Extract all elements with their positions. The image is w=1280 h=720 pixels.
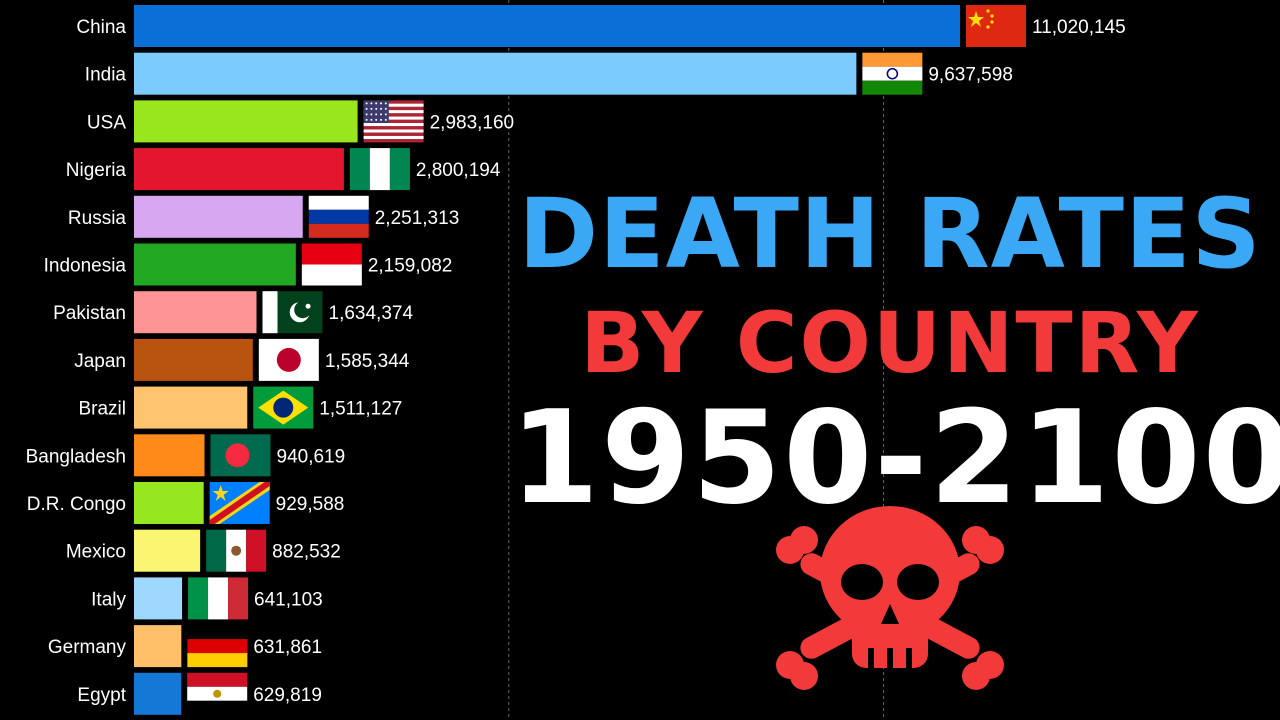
value-label: 2,800,194: [416, 160, 501, 181]
bar: [134, 52, 857, 95]
value-label: 2,983,160: [430, 112, 515, 133]
japan-flag: [258, 338, 319, 381]
bar: [134, 195, 303, 238]
country-label: Japan: [74, 351, 126, 372]
bar-row: Egypt 629,819: [77, 672, 322, 715]
nigeria-flag: [349, 148, 410, 191]
egypt-flag: [187, 672, 248, 715]
value-label: 2,159,082: [368, 256, 453, 277]
bar: [134, 100, 358, 143]
value-label: 641,103: [254, 589, 323, 610]
value-label: 940,619: [277, 446, 346, 467]
country-label: Mexico: [66, 542, 126, 563]
bar: [134, 291, 257, 334]
bar: [134, 625, 182, 668]
country-label: Indonesia: [44, 256, 127, 277]
country-label: Bangladesh: [26, 446, 126, 467]
value-label: 629,819: [253, 685, 322, 706]
value-label: 1,511,127: [319, 399, 402, 420]
value-label: 631,861: [253, 637, 322, 658]
dr-congo-flag: [209, 482, 270, 524]
china-flag: [966, 5, 1026, 47]
brazil-flag: [253, 386, 314, 429]
bar-row: Bangladesh 940,619: [26, 434, 346, 477]
bar: [134, 243, 296, 286]
bar-row: Italy 641,103: [91, 577, 323, 620]
bar-row: Pakistan 1,634,374: [53, 291, 414, 334]
chart-bars: China 11,020,145 India 9,637,598 USA 2,983,16…: [26, 5, 1126, 715]
country-label: D.R. Congo: [27, 494, 126, 515]
bar: [134, 338, 253, 381]
value-label: 1,585,344: [325, 351, 410, 372]
bar-row: Russia 2,251,313: [68, 195, 460, 238]
bar: [134, 148, 344, 191]
bar-row: India 9,637,598: [85, 52, 1013, 95]
germany-flag: [187, 625, 248, 668]
bar: [134, 434, 205, 477]
country-label: China: [76, 17, 126, 38]
country-label: Nigeria: [66, 160, 127, 181]
bar: [134, 529, 201, 572]
skull-crossbones-icon: [776, 506, 1004, 690]
value-label: 9,637,598: [928, 65, 1013, 86]
value-label: 11,020,145: [1032, 17, 1126, 38]
value-label: 882,532: [272, 542, 341, 563]
pakistan-flag: [262, 291, 323, 334]
country-label: Germany: [48, 637, 127, 658]
country-label: USA: [87, 112, 126, 133]
bar-row: Germany 631,861: [48, 625, 322, 668]
bar-row: USA 2,983,160: [87, 100, 515, 143]
bar-row: D.R. Congo 929,588: [27, 482, 345, 524]
italy-flag: [188, 577, 249, 620]
bar-row: Indonesia 2,159,082: [44, 243, 453, 286]
bar-row: China 11,020,145: [76, 5, 1126, 47]
bar: [134, 386, 248, 429]
bar: [134, 482, 204, 524]
country-label: India: [85, 65, 127, 86]
bar-row: Japan 1,585,344: [74, 338, 410, 381]
value-label: 2,251,313: [375, 208, 460, 229]
country-label: Italy: [91, 589, 126, 610]
country-label: Pakistan: [53, 303, 126, 324]
mexico-flag: [206, 529, 267, 572]
title-by-country: BY COUNTRY: [580, 294, 1200, 392]
title-death-rates: DEATH RATES: [518, 178, 1262, 290]
bangladesh-flag: [210, 434, 271, 477]
usa-flag: [363, 100, 424, 143]
bar: [134, 577, 183, 620]
bar-row: Brazil 1,511,127: [78, 386, 402, 429]
russia-flag: [308, 195, 369, 238]
value-label: 1,634,374: [329, 303, 414, 324]
country-label: Brazil: [78, 399, 126, 420]
bar-row: Mexico 882,532: [66, 529, 341, 572]
bar-row: Nigeria 2,800,194: [66, 148, 501, 191]
country-label: Russia: [68, 208, 127, 229]
indonesia-flag: [301, 243, 362, 286]
bar: [134, 672, 182, 715]
country-label: Egypt: [77, 685, 126, 706]
value-label: 929,588: [276, 494, 345, 515]
india-flag: [862, 52, 923, 95]
bar: [134, 5, 960, 47]
